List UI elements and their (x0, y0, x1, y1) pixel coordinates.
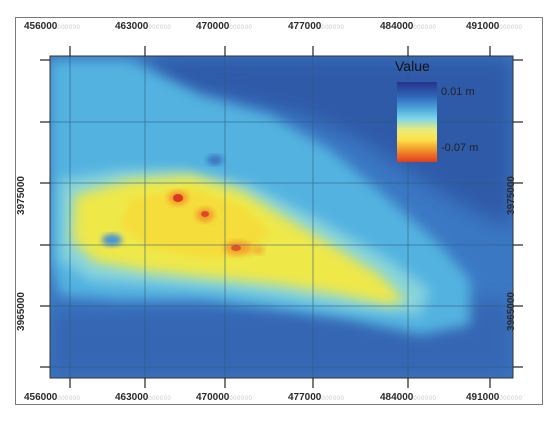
legend: Value 0.01 m -0.07 m (395, 58, 535, 168)
y-tick-right-1: 3975000 (505, 176, 517, 215)
raster-layer (50, 56, 513, 378)
x-tick-bottom-1: 456000000000 (24, 392, 81, 403)
x-tick-top-5: 484000000000 (380, 21, 437, 32)
legend-low-label: -0.07 m (441, 142, 479, 154)
legend-title: Value (395, 58, 430, 74)
legend-high-label: 0.01 m (441, 86, 475, 98)
legend-color-ramp (397, 82, 437, 162)
x-tick-top-2: 463000000000 (115, 21, 172, 32)
y-tick-left-1: 3975000 (15, 176, 27, 215)
x-tick-top-6: 491000000000 (466, 21, 523, 32)
x-tick-bottom-3: 470000000000 (196, 392, 253, 403)
y-tick-left-2: 3965000 (15, 292, 27, 331)
x-tick-bottom-5: 484000000000 (380, 392, 437, 403)
graticule (50, 56, 513, 378)
y-tick-right-2: 3965000 (505, 292, 517, 331)
x-tick-bottom-2: 463000000000 (115, 392, 172, 403)
x-tick-bottom-6: 491000000000 (466, 392, 523, 403)
x-tick-top-4: 477000000000 (288, 21, 345, 32)
x-tick-top-3: 470000000000 (196, 21, 253, 32)
tick-marks (40, 46, 523, 388)
x-tick-top-1: 456000000000 (24, 21, 81, 32)
x-tick-bottom-4: 477000000000 (288, 392, 345, 403)
